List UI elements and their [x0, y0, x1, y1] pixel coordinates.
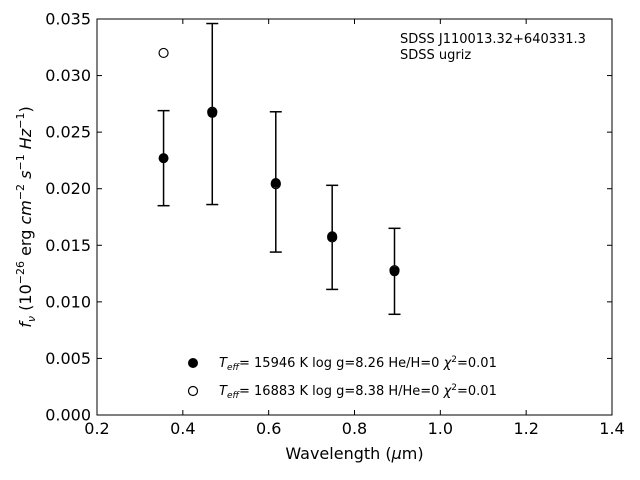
object-name-annotation: SDSS J110013.32+640331.3	[400, 32, 586, 47]
x-tick-label: 0.4	[170, 419, 195, 438]
y-tick-label: 0.025	[45, 123, 91, 142]
axis-ticks	[96, 18, 613, 416]
legend-label-open: Teff= 16883 K log g=8.38 H/He=0 χ2=0.01	[219, 383, 497, 401]
plot-area: 0.2 0.4 0.6 0.8 1.0 1.2 1.4 0.0000.0050.0100.0…	[45, 10, 625, 439]
model-point-filled	[389, 266, 400, 277]
y-tick-label: 0.010	[45, 292, 91, 311]
model-point-filled	[327, 231, 338, 242]
x-tick-label: 0.2	[84, 419, 109, 438]
data-markers	[158, 47, 400, 277]
y-tick-labels: 0.000 0.005 0.010 0.015 0.020 0.025 0.030 0.035	[45, 10, 91, 425]
legend-marker-open	[187, 385, 199, 397]
x-tick-label: 1.2	[513, 419, 538, 438]
filter-set-annotation: SDSS ugriz	[400, 48, 471, 63]
legend-marker-filled	[188, 358, 198, 368]
y-tick-label: 0.000	[45, 406, 91, 425]
error-bars	[157, 22, 401, 316]
x-tick-label: 1.4	[599, 419, 624, 438]
legend-label-filled: Teff= 15946 K log g=8.26 He/H=0 χ2=0.01	[219, 355, 497, 373]
x-tick-labels: 0.2 0.4 0.6 0.8 1.0 1.2 1.4	[84, 419, 624, 438]
model-point-filled	[158, 153, 169, 164]
y-tick-label: 0.020	[45, 179, 91, 198]
model-point-filled	[270, 178, 281, 189]
y-tick-label: 0.030	[45, 66, 91, 85]
y-axis-title: fν (10−26 erg cm−2 s−1 Hz−1)	[14, 106, 38, 327]
y-tick-label: 0.005	[45, 349, 91, 368]
x-tick-label: 1.0	[428, 419, 453, 438]
model-point-open	[158, 47, 169, 59]
y-tick-label: 0.015	[45, 236, 91, 255]
model-point-filled	[207, 107, 218, 118]
y-tick-label: 0.035	[45, 10, 91, 29]
legend: Teff= 15946 K log g=8.26 He/H=0 χ2=0.01 …	[187, 355, 497, 401]
x-axis-title: Wavelength (μm)	[285, 444, 423, 463]
x-tick-label: 0.6	[256, 419, 281, 438]
x-tick-label: 0.8	[342, 419, 367, 438]
